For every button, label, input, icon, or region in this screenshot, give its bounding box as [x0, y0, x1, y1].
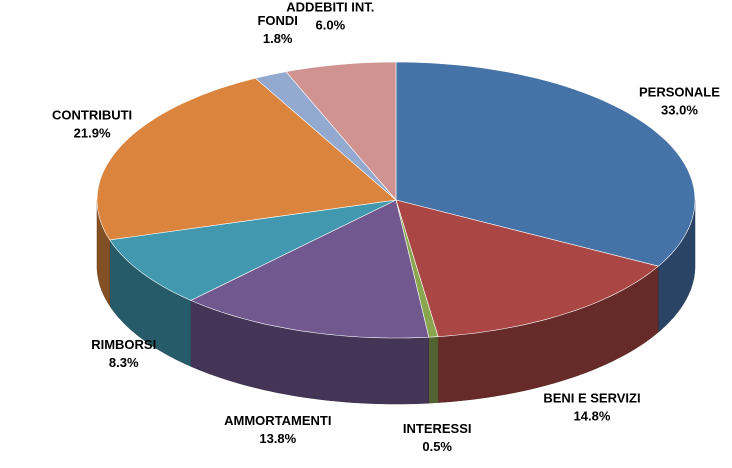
- slice-label: PERSONALE: [639, 85, 720, 100]
- slice-label: AMMORTAMENTI: [224, 413, 331, 428]
- slice-label: INTERESSI: [403, 421, 472, 436]
- slice: [96, 77, 397, 241]
- slice-label: CONTRIBUTI: [52, 107, 132, 122]
- slice-label: RIMBORSI: [91, 337, 156, 352]
- slice-value-label: 21.9%: [74, 125, 111, 140]
- slice-label: BENI E SERVIZI: [543, 390, 640, 405]
- slice: [395, 199, 659, 337]
- slice-label: FONDI: [257, 13, 297, 28]
- slice-value-label: 33.0%: [661, 103, 698, 118]
- slice: [285, 61, 397, 201]
- slice-value-label: 1.8%: [263, 31, 293, 46]
- slice-value-label: 8.3%: [109, 355, 139, 370]
- slice: [109, 199, 397, 301]
- slice-value-label: 0.5%: [422, 439, 452, 454]
- slice-side: [428, 336, 439, 404]
- slice-value-label: 14.8%: [574, 408, 611, 423]
- slice-label: ADDEBITI INT.: [286, 0, 374, 15]
- slice-value-label: 13.8%: [259, 431, 296, 446]
- slice-value-label: 6.0%: [316, 18, 346, 33]
- slice: [190, 199, 430, 339]
- slice: [395, 61, 696, 267]
